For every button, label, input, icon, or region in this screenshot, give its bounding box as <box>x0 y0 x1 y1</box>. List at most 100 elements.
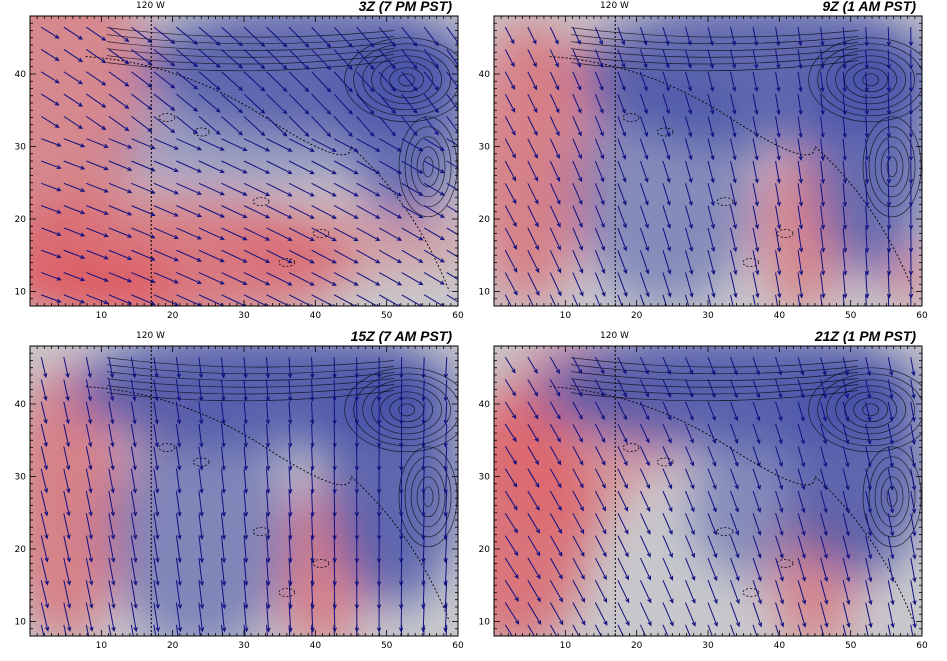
wind-arrow <box>504 356 516 374</box>
wind-arrow <box>707 602 718 627</box>
wind-arrow <box>354 357 360 379</box>
wind-arrow <box>86 71 107 86</box>
wind-arrow <box>886 183 892 208</box>
wind-arrow <box>864 27 869 47</box>
wind-arrow <box>549 513 563 534</box>
wind-arrow <box>910 446 917 468</box>
wind-arrow <box>265 468 271 495</box>
wind-arrow <box>684 27 692 46</box>
island-outline <box>252 197 270 207</box>
wind-arrow <box>63 249 86 259</box>
wind-arrow <box>108 602 116 633</box>
contour-line <box>106 41 394 51</box>
wind-arrow <box>40 624 45 636</box>
contour-line <box>844 61 897 99</box>
wind-arrow <box>333 227 359 242</box>
x-tick-label: 30 <box>238 641 250 651</box>
wind-arrow <box>175 401 182 425</box>
x-tick-label: 40 <box>774 311 786 321</box>
wind-arrow <box>730 401 739 422</box>
wind-arrow <box>639 379 649 398</box>
wind-arrow <box>108 294 133 305</box>
wind-arrow <box>266 160 293 174</box>
wind-arrow <box>401 93 418 114</box>
wind-arrow <box>86 249 109 260</box>
wind-arrow <box>131 71 153 88</box>
y-tick-label: 40 <box>15 70 27 80</box>
wind-arrow <box>86 182 109 193</box>
wind-arrow <box>356 272 381 286</box>
wind-arrow <box>797 294 801 306</box>
contour-line <box>835 55 906 105</box>
wind-arrow <box>617 423 628 444</box>
island-outline <box>158 443 176 452</box>
wind-arrow <box>401 71 418 92</box>
wind-arrow <box>797 379 805 399</box>
wind-arrows <box>40 26 458 306</box>
wind-arrow <box>443 424 448 448</box>
wind-arrow <box>85 490 93 517</box>
wind-arrow <box>685 580 696 604</box>
wind-arrow <box>527 26 537 45</box>
plot-area <box>494 16 922 306</box>
wind-arrow <box>130 557 138 586</box>
wind-arrow <box>684 71 692 92</box>
wind-arrow <box>572 26 581 46</box>
wind-arrow <box>333 272 359 286</box>
wind-arrow <box>775 468 784 491</box>
wind-arrow <box>527 557 541 580</box>
wind-arrow <box>198 624 201 636</box>
island-outline <box>656 127 674 137</box>
wind-arrow <box>730 294 734 306</box>
wind-arrow <box>527 602 542 626</box>
wind-arrow <box>775 357 783 376</box>
wind-arrow <box>775 227 782 253</box>
wind-arrow <box>797 94 803 116</box>
contour-line <box>868 126 916 208</box>
wind-arrow <box>175 602 183 633</box>
contour-line <box>862 403 879 417</box>
wind-arrow <box>572 272 584 297</box>
y-tick-label: 30 <box>15 143 27 153</box>
wind-arrow <box>572 250 584 274</box>
wind-arrow <box>775 490 784 514</box>
wind-arrow <box>333 49 353 71</box>
wind-arrow <box>332 535 337 564</box>
wind-arrow <box>41 249 62 259</box>
wind-arrow <box>310 379 315 402</box>
contour-line <box>371 385 442 435</box>
wind-arrow <box>176 26 199 45</box>
wind-arrow <box>266 624 268 636</box>
x-tick-label: 40 <box>310 311 322 321</box>
island-outline <box>742 258 760 267</box>
wind-arrow <box>572 205 583 228</box>
wind-arrow <box>63 93 84 107</box>
wind-arrow <box>266 249 293 264</box>
wind-arrow <box>864 94 869 116</box>
wind-arrow <box>108 160 133 171</box>
wind-arrow <box>153 138 179 150</box>
wind-arrow <box>108 580 116 609</box>
wind-arrow <box>243 116 266 137</box>
wind-arrow <box>288 446 293 471</box>
wind-arrow <box>820 27 825 47</box>
wind-arrow <box>40 490 49 517</box>
wind-arrow <box>175 468 182 494</box>
wind-arrow <box>266 182 293 197</box>
wind-arrow <box>130 624 134 636</box>
wind-arrow <box>730 138 737 161</box>
wind-arrow <box>639 272 650 298</box>
wind-arrow <box>752 116 759 138</box>
wind-arrow <box>198 535 204 564</box>
wind-arrow <box>131 138 156 150</box>
field-blob <box>325 346 458 607</box>
wind-arrow <box>63 26 84 40</box>
wind-arrow <box>41 182 62 192</box>
wind-arrow <box>423 160 445 174</box>
contour-line <box>404 456 452 538</box>
wind-arrow <box>446 294 458 303</box>
contour-line <box>570 390 858 402</box>
contour-line <box>880 146 904 188</box>
wind-arrow <box>730 272 738 299</box>
contour-line <box>362 49 451 111</box>
